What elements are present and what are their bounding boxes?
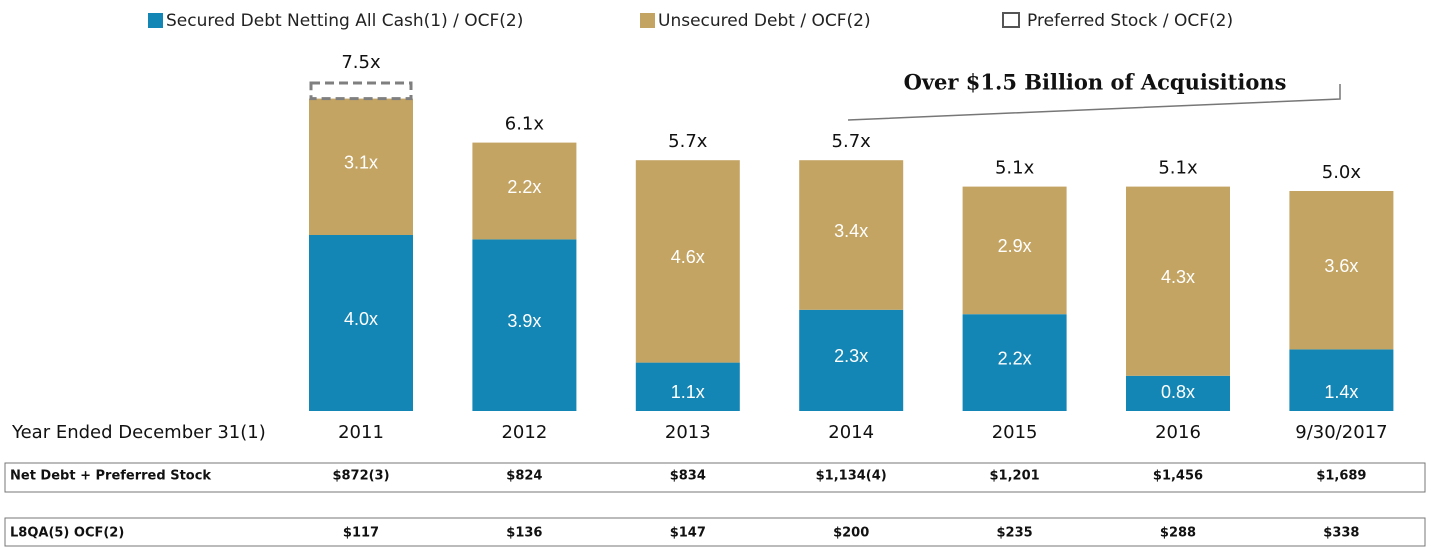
value-label: 4.6x	[671, 247, 705, 267]
table-cell: $872(3)	[332, 469, 389, 484]
table-cell: $824	[506, 469, 542, 484]
value-label: 2.3x	[834, 346, 868, 366]
value-label: 2.2x	[998, 348, 1032, 368]
total-label: 5.0x	[1322, 162, 1362, 183]
table-cell: $1,201	[990, 469, 1040, 484]
value-label: 4.0x	[344, 309, 378, 329]
value-label: 3.9x	[507, 311, 541, 331]
legend-swatch	[640, 13, 655, 28]
value-label: 3.1x	[344, 153, 378, 173]
value-label: 3.6x	[1324, 256, 1358, 276]
x-tick-label: 2016	[1155, 422, 1201, 443]
bar-segment	[1289, 191, 1394, 350]
table-cell: $834	[670, 469, 706, 484]
total-label: 5.1x	[1158, 158, 1198, 179]
legend-label: Unsecured Debt / OCF(2)	[658, 11, 871, 31]
legend-label: Preferred Stock / OCF(2)	[1027, 11, 1233, 31]
bar-segment	[635, 362, 740, 411]
bar-segment	[962, 186, 1067, 315]
x-tick-label: 2011	[338, 422, 384, 443]
table-cell: $1,689	[1316, 469, 1366, 484]
table-cell: $1,456	[1153, 469, 1203, 484]
table-cell: $1,134(4)	[816, 469, 887, 484]
bar-segment	[1126, 375, 1230, 411]
total-label: 5.7x	[668, 131, 708, 152]
table-cell: $136	[506, 526, 542, 541]
x-tick-label: 2013	[665, 422, 711, 443]
bar-segment	[309, 98, 413, 235]
bar-segment	[799, 160, 904, 310]
x-tick-label: 9/30/2017	[1295, 422, 1387, 443]
total-label: 6.1x	[505, 114, 545, 135]
legend-swatch	[148, 13, 163, 28]
table-cell: $288	[1160, 526, 1196, 541]
bar-segment	[309, 81, 413, 101]
table-cell: $117	[343, 526, 379, 541]
x-tick-label: 2015	[992, 422, 1038, 443]
table-cell: $200	[833, 526, 869, 541]
bar-segment	[472, 239, 577, 411]
value-label: 2.9x	[998, 236, 1032, 256]
bar-segment	[635, 160, 740, 363]
annotation-bracket	[847, 84, 1341, 121]
bar-segment	[472, 142, 577, 240]
bar-segment	[1289, 349, 1394, 411]
annotation: Over $1.5 Billion of Acquisitions	[904, 70, 1287, 95]
bar-segment	[799, 309, 904, 411]
x-axis-label: Year Ended December 31(1)	[11, 422, 266, 443]
total-label: 7.5x	[341, 52, 381, 73]
bar-segment	[1126, 186, 1230, 376]
bar-segment	[309, 235, 413, 411]
legend-label: Secured Debt Netting All Cash(1) / OCF(2…	[166, 11, 523, 31]
x-tick-label: 2012	[501, 422, 547, 443]
table-row-label: Net Debt + Preferred Stock	[10, 469, 211, 484]
x-tick-label: 2014	[828, 422, 874, 443]
table-cell: $235	[997, 526, 1033, 541]
table-row-label: L8QA(5) OCF(2)	[10, 526, 124, 541]
bar-segment	[962, 314, 1067, 411]
value-label: 4.3x	[1161, 267, 1195, 287]
table-cell: $338	[1323, 526, 1359, 541]
total-label: 5.1x	[995, 158, 1035, 179]
value-label: 0.8x	[1161, 382, 1195, 402]
total-label: 5.7x	[832, 131, 872, 152]
value-label: 3.4x	[834, 221, 868, 241]
value-label: 1.4x	[1324, 382, 1358, 402]
table-row-box	[4, 517, 1426, 547]
legend-swatch	[1002, 12, 1020, 28]
table-cell: $147	[670, 526, 706, 541]
value-label: 2.2x	[507, 177, 541, 197]
value-label: 1.1x	[671, 382, 705, 402]
table-row-box	[4, 462, 1426, 493]
